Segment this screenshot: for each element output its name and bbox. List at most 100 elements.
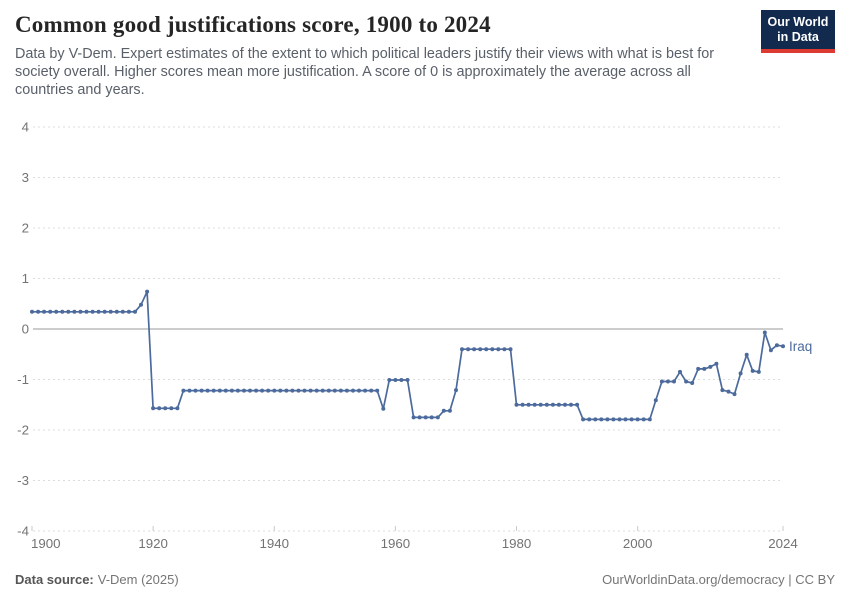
data-point[interactable]: [266, 388, 271, 393]
data-point[interactable]: [514, 402, 519, 407]
data-point[interactable]: [260, 388, 265, 393]
data-point[interactable]: [599, 417, 604, 422]
data-point[interactable]: [254, 388, 259, 393]
data-point[interactable]: [199, 388, 204, 393]
data-point[interactable]: [387, 378, 392, 382]
data-point[interactable]: [484, 347, 489, 352]
data-point[interactable]: [659, 379, 664, 384]
data-point[interactable]: [217, 388, 222, 393]
data-point[interactable]: [332, 388, 337, 393]
data-point[interactable]: [617, 417, 622, 422]
data-point[interactable]: [157, 406, 162, 411]
data-point[interactable]: [54, 309, 59, 314]
data-point[interactable]: [187, 388, 192, 393]
data-point[interactable]: [520, 402, 525, 407]
data-point[interactable]: [242, 388, 246, 393]
data-point[interactable]: [641, 417, 646, 422]
data-point[interactable]: [145, 289, 150, 294]
data-point[interactable]: [454, 388, 458, 393]
data-point[interactable]: [720, 388, 725, 393]
data-point[interactable]: [78, 309, 83, 314]
data-point[interactable]: [133, 309, 137, 314]
data-point[interactable]: [393, 378, 398, 382]
data-point[interactable]: [108, 309, 113, 314]
data-point[interactable]: [278, 388, 283, 393]
data-point[interactable]: [441, 408, 446, 413]
data-point[interactable]: [411, 415, 416, 420]
data-point[interactable]: [72, 309, 77, 314]
data-point[interactable]: [544, 402, 549, 407]
data-point[interactable]: [738, 371, 743, 376]
data-point[interactable]: [556, 402, 561, 407]
data-point[interactable]: [193, 388, 198, 393]
data-point[interactable]: [320, 388, 325, 393]
data-point[interactable]: [526, 402, 531, 407]
data-point[interactable]: [423, 415, 428, 420]
data-point[interactable]: [369, 388, 374, 393]
data-point[interactable]: [696, 366, 701, 371]
data-point[interactable]: [272, 388, 277, 393]
data-point[interactable]: [478, 347, 483, 352]
entity-label[interactable]: Iraq: [789, 339, 813, 354]
data-point[interactable]: [756, 369, 761, 374]
data-point[interactable]: [139, 302, 143, 307]
data-point[interactable]: [732, 392, 737, 397]
data-point[interactable]: [774, 343, 779, 348]
data-point[interactable]: [575, 402, 580, 407]
data-point[interactable]: [569, 402, 573, 407]
data-point[interactable]: [635, 417, 640, 422]
data-point[interactable]: [120, 309, 125, 314]
data-point[interactable]: [460, 347, 464, 352]
data-point[interactable]: [472, 347, 477, 352]
data-point[interactable]: [169, 406, 174, 411]
data-point[interactable]: [708, 364, 713, 369]
data-point[interactable]: [447, 408, 452, 413]
data-point[interactable]: [284, 388, 289, 393]
data-point[interactable]: [684, 379, 689, 384]
data-point[interactable]: [114, 309, 119, 314]
data-point[interactable]: [744, 352, 749, 357]
data-point[interactable]: [205, 388, 210, 393]
data-point[interactable]: [314, 388, 319, 393]
data-point[interactable]: [90, 309, 95, 314]
data-point[interactable]: [181, 388, 186, 393]
data-point[interactable]: [714, 361, 719, 366]
data-point[interactable]: [235, 388, 240, 393]
data-point[interactable]: [163, 406, 168, 411]
data-point[interactable]: [466, 347, 471, 352]
data-point[interactable]: [363, 388, 368, 393]
data-point[interactable]: [672, 379, 676, 384]
data-point[interactable]: [381, 406, 386, 411]
data-point[interactable]: [296, 388, 301, 393]
data-point[interactable]: [508, 347, 513, 352]
data-point[interactable]: [229, 388, 234, 393]
data-point[interactable]: [490, 347, 495, 352]
data-point[interactable]: [175, 406, 180, 411]
data-point[interactable]: [405, 378, 410, 382]
data-point[interactable]: [326, 388, 331, 393]
data-point[interactable]: [768, 348, 773, 353]
data-point[interactable]: [702, 366, 707, 371]
data-point[interactable]: [690, 381, 695, 385]
data-point[interactable]: [605, 417, 610, 422]
data-point[interactable]: [678, 369, 682, 374]
data-point[interactable]: [581, 417, 586, 422]
data-point[interactable]: [435, 415, 440, 420]
series-line[interactable]: [31, 290, 784, 421]
data-point[interactable]: [42, 309, 47, 314]
data-point[interactable]: [538, 402, 543, 407]
data-point[interactable]: [399, 378, 404, 382]
data-point[interactable]: [587, 417, 592, 422]
data-point[interactable]: [66, 309, 71, 314]
data-point[interactable]: [302, 388, 307, 393]
data-point[interactable]: [96, 309, 101, 314]
data-point[interactable]: [211, 388, 216, 393]
data-point[interactable]: [629, 417, 634, 422]
data-point[interactable]: [60, 309, 65, 314]
data-point[interactable]: [750, 368, 755, 373]
data-point[interactable]: [429, 415, 434, 420]
data-point[interactable]: [781, 344, 785, 349]
data-point[interactable]: [417, 415, 422, 420]
data-point[interactable]: [351, 388, 355, 393]
